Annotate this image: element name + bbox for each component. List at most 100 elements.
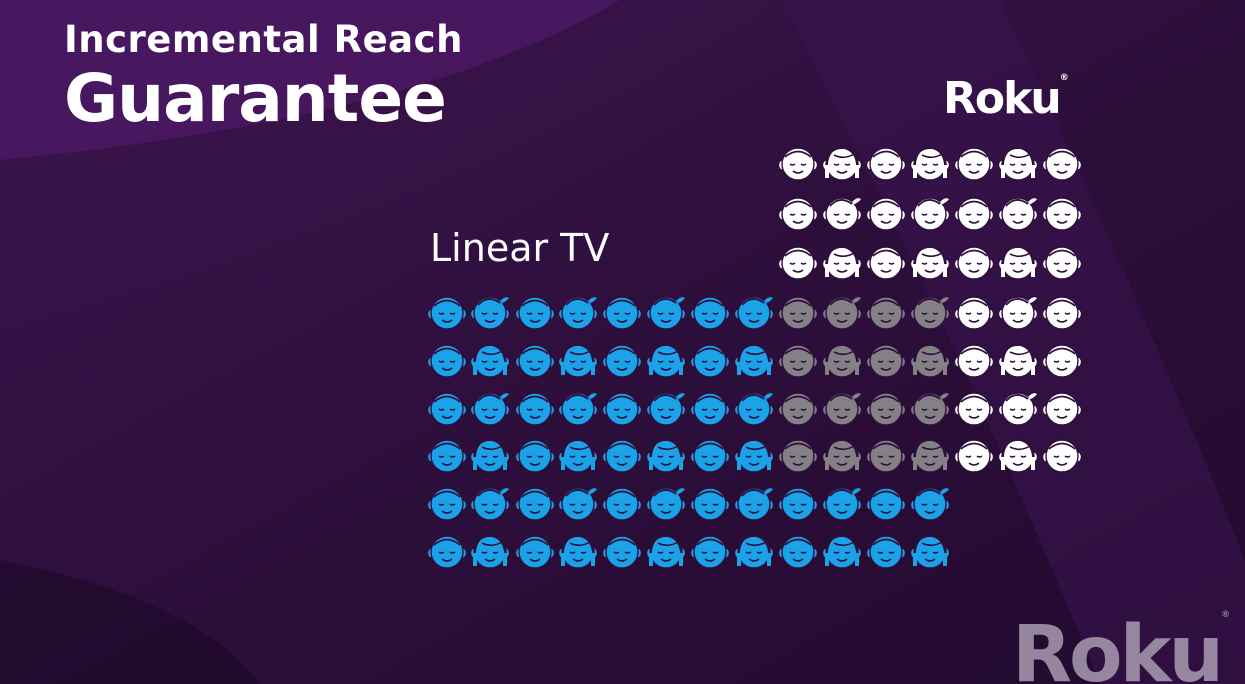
linear-tv-face-icon xyxy=(514,487,556,521)
overlap-face-icon xyxy=(909,439,951,473)
roku-only-face-icon xyxy=(997,295,1039,330)
linear-tv-face-icon xyxy=(426,439,468,473)
linear-tv-face-icon xyxy=(689,344,731,378)
linear-tv-face-icon xyxy=(645,295,687,330)
linear-tv-face-icon xyxy=(514,296,556,330)
overlap-face-icon xyxy=(821,439,863,473)
roku-only-face-icon xyxy=(997,344,1039,378)
linear-tv-face-icon xyxy=(733,391,775,426)
overlap-face-icon xyxy=(865,344,907,378)
roku-only-face-icon xyxy=(909,196,951,231)
linear-tv-face-icon xyxy=(645,439,687,473)
linear-tv-face-icon xyxy=(469,344,511,378)
overlap-face-icon xyxy=(821,391,863,426)
roku-only-face-icon xyxy=(865,197,907,231)
roku-only-face-icon xyxy=(865,246,907,280)
roku-only-face-icon xyxy=(1041,296,1083,330)
trademark-mark-corner: ® xyxy=(1221,610,1231,620)
roku-only-face-icon xyxy=(997,439,1039,473)
overlap-face-icon xyxy=(777,392,819,426)
trademark-mark: ® xyxy=(1059,73,1069,83)
linear-tv-face-icon xyxy=(469,535,511,569)
roku-only-face-icon xyxy=(953,147,995,181)
linear-tv-face-icon xyxy=(469,295,511,330)
linear-tv-face-icon xyxy=(601,535,643,569)
roku-only-face-icon xyxy=(777,197,819,231)
linear-tv-face-icon xyxy=(733,344,775,378)
linear-tv-face-icon xyxy=(557,535,599,569)
linear-tv-face-icon xyxy=(689,439,731,473)
overlap-face-icon xyxy=(909,295,951,330)
overlap-face-icon xyxy=(777,439,819,473)
roku-only-face-icon xyxy=(1041,439,1083,473)
linear-tv-face-icon xyxy=(514,392,556,426)
roku-logo: Roku® xyxy=(943,73,1069,124)
linear-tv-face-icon xyxy=(645,535,687,569)
roku-only-face-icon xyxy=(953,197,995,231)
linear-tv-face-icon xyxy=(689,296,731,330)
title-line-2: Guarantee xyxy=(64,60,447,137)
linear-tv-face-icon xyxy=(557,439,599,473)
linear-tv-face-icon xyxy=(909,535,951,569)
overlap-face-icon xyxy=(909,391,951,426)
linear-tv-face-icon xyxy=(426,344,468,378)
linear-tv-face-icon xyxy=(426,487,468,521)
roku-logo-text: Roku xyxy=(943,73,1062,124)
roku-only-face-icon xyxy=(953,392,995,426)
linear-tv-face-icon xyxy=(645,486,687,521)
linear-tv-face-icon xyxy=(601,344,643,378)
overlap-face-icon xyxy=(777,344,819,378)
linear-tv-face-icon xyxy=(689,392,731,426)
roku-only-face-icon xyxy=(997,147,1039,181)
roku-corner-logo: Roku® xyxy=(1012,610,1230,684)
linear-tv-face-icon xyxy=(557,391,599,426)
linear-tv-face-icon xyxy=(645,391,687,426)
overlap-face-icon xyxy=(865,392,907,426)
linear-tv-face-icon xyxy=(733,295,775,330)
linear-tv-face-icon xyxy=(601,439,643,473)
linear-tv-face-icon xyxy=(689,487,731,521)
roku-only-face-icon xyxy=(997,391,1039,426)
overlap-face-icon xyxy=(909,344,951,378)
roku-only-face-icon xyxy=(821,246,863,280)
roku-only-face-icon xyxy=(865,147,907,181)
linear-tv-face-icon xyxy=(426,392,468,426)
title-line-1: Incremental Reach xyxy=(64,18,463,61)
roku-only-face-icon xyxy=(1041,197,1083,231)
linear-tv-face-icon xyxy=(601,296,643,330)
linear-tv-face-icon xyxy=(557,344,599,378)
linear-tv-face-icon xyxy=(733,535,775,569)
linear-tv-face-icon xyxy=(557,486,599,521)
roku-only-face-icon xyxy=(997,246,1039,280)
linear-tv-face-icon xyxy=(469,439,511,473)
linear-tv-face-icon xyxy=(469,486,511,521)
roku-only-face-icon xyxy=(953,439,995,473)
overlap-face-icon xyxy=(821,344,863,378)
roku-only-face-icon xyxy=(997,196,1039,231)
linear-tv-face-icon xyxy=(865,535,907,569)
roku-only-face-icon xyxy=(821,147,863,181)
roku-only-face-icon xyxy=(1041,246,1083,280)
linear-tv-face-icon xyxy=(469,391,511,426)
linear-tv-face-icon xyxy=(777,535,819,569)
overlap-face-icon xyxy=(777,296,819,330)
linear-tv-face-icon xyxy=(733,486,775,521)
roku-corner-logo-text: Roku xyxy=(1012,610,1224,684)
linear-tv-face-icon xyxy=(514,439,556,473)
roku-only-face-icon xyxy=(1041,147,1083,181)
linear-tv-face-icon xyxy=(777,487,819,521)
linear-tv-label: Linear TV xyxy=(430,226,610,270)
roku-only-face-icon xyxy=(909,147,951,181)
roku-only-face-icon xyxy=(1041,344,1083,378)
linear-tv-face-icon xyxy=(426,535,468,569)
overlap-face-icon xyxy=(865,296,907,330)
linear-tv-face-icon xyxy=(557,295,599,330)
roku-only-face-icon xyxy=(953,344,995,378)
roku-only-face-icon xyxy=(821,196,863,231)
roku-only-face-icon xyxy=(777,246,819,280)
roku-only-face-icon xyxy=(953,246,995,280)
linear-tv-face-icon xyxy=(865,487,907,521)
